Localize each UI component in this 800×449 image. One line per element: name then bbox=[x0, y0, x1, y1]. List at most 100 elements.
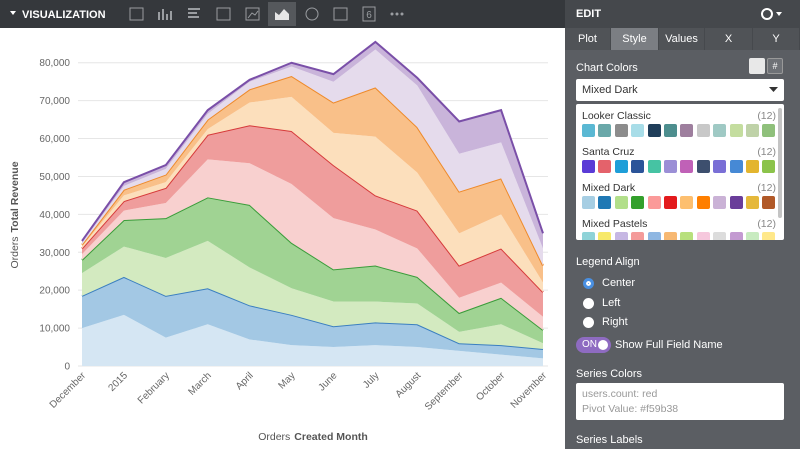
toolbar: VISUALIZATION 6 bbox=[0, 0, 565, 28]
radio[interactable] bbox=[583, 278, 594, 289]
table-icon[interactable] bbox=[129, 7, 144, 21]
radio-label: Right bbox=[602, 316, 628, 328]
single-value-icon[interactable] bbox=[362, 6, 376, 22]
y-axis-label: Orders Total Revenue bbox=[9, 161, 21, 268]
column-icon[interactable] bbox=[158, 9, 172, 20]
tab[interactable]: X bbox=[705, 28, 753, 50]
palette[interactable]: Looker Classic (12) bbox=[580, 110, 776, 146]
swatch bbox=[647, 232, 661, 240]
radio-label: Center bbox=[602, 277, 636, 289]
swatch bbox=[614, 124, 628, 137]
swatch bbox=[631, 124, 645, 137]
swatch bbox=[713, 160, 727, 173]
area bbox=[82, 125, 543, 317]
swatch bbox=[746, 124, 759, 137]
y-axis-field: Total Revenue bbox=[9, 161, 21, 232]
edit-panel: EDIT Chart Colors # Mixed Dark Looker Cl… bbox=[565, 0, 800, 449]
swatch bbox=[680, 232, 694, 240]
y-tick-label: 0 bbox=[64, 362, 70, 373]
gear-caret bbox=[776, 12, 782, 16]
palette-count: (12) bbox=[757, 218, 776, 230]
x-axis-field: Created Month bbox=[294, 431, 368, 443]
x-axis-label: Orders Created Month bbox=[258, 431, 368, 443]
tab[interactable]: Y bbox=[753, 28, 800, 50]
swatch bbox=[582, 232, 595, 240]
tab[interactable]: Style bbox=[611, 28, 659, 50]
toolbar-title: VISUALIZATION bbox=[22, 9, 106, 21]
y-tick-label: 50,000 bbox=[39, 172, 70, 183]
chart-colors-label: Chart Colors bbox=[576, 62, 638, 74]
swatch bbox=[762, 196, 776, 209]
palette-count: (12) bbox=[757, 182, 776, 194]
toggle[interactable]: ON bbox=[576, 337, 611, 353]
x-tick-label: February bbox=[136, 370, 172, 406]
swatch bbox=[696, 160, 710, 173]
swatch bbox=[631, 160, 645, 173]
swatch bbox=[746, 196, 759, 209]
x-tick-label: 2015 bbox=[107, 370, 131, 394]
swatch bbox=[582, 124, 595, 137]
collapse-caret[interactable] bbox=[10, 11, 16, 15]
pie-icon[interactable] bbox=[305, 7, 319, 21]
x-tick-label: November bbox=[509, 370, 550, 411]
palette-name: Mixed Dark bbox=[582, 182, 636, 194]
swatch bbox=[713, 232, 727, 240]
area-line bbox=[81, 275, 544, 350]
placeholder-line: users.count: red bbox=[582, 388, 658, 400]
radio[interactable] bbox=[583, 317, 594, 328]
palette[interactable]: Mixed Pastels (12) bbox=[580, 218, 776, 240]
palette-count: (12) bbox=[757, 146, 776, 158]
grid-view-button[interactable] bbox=[749, 58, 765, 74]
swatch bbox=[614, 160, 628, 173]
swatch bbox=[598, 160, 612, 173]
x-tick-label: December bbox=[48, 370, 89, 411]
swatch bbox=[614, 196, 628, 209]
more-dot[interactable] bbox=[390, 12, 394, 16]
more-dot[interactable] bbox=[395, 12, 399, 16]
swatch bbox=[680, 124, 694, 137]
area bbox=[82, 240, 543, 349]
palette-dropdown[interactable]: Mixed Dark bbox=[576, 79, 784, 101]
area bbox=[82, 49, 543, 266]
swatch bbox=[647, 124, 661, 137]
hex-view-button[interactable]: # bbox=[767, 58, 783, 74]
y-tick-label: 40,000 bbox=[39, 210, 70, 221]
palette-list: Looker Classic (12) Santa Cruz (12) Mixed Da… bbox=[576, 104, 784, 240]
x-tick-label: October bbox=[474, 370, 507, 403]
area bbox=[82, 314, 543, 366]
toggle-knob bbox=[598, 340, 608, 350]
scrollbar[interactable] bbox=[778, 108, 782, 218]
x-axis-view: Orders bbox=[258, 431, 290, 443]
area-icon[interactable] bbox=[275, 9, 289, 20]
swatch bbox=[762, 160, 776, 173]
series-colors-input[interactable]: users.count: red Pivot Value: #f59b38 bbox=[576, 383, 784, 420]
palette-name: Mixed Pastels bbox=[582, 218, 648, 230]
swatch bbox=[713, 196, 727, 209]
tab[interactable]: Values bbox=[659, 28, 705, 50]
full-field-name-label: Show Full Field Name bbox=[615, 339, 723, 351]
scatter-icon[interactable] bbox=[216, 7, 231, 21]
swatch bbox=[598, 196, 612, 209]
area bbox=[82, 197, 543, 344]
x-tick-label: March bbox=[186, 370, 213, 397]
y-tick-label: 20,000 bbox=[39, 286, 70, 297]
dropdown-caret bbox=[769, 87, 778, 92]
radio[interactable] bbox=[583, 297, 594, 309]
swatch bbox=[631, 232, 645, 240]
palette[interactable]: Mixed Dark (12) bbox=[580, 182, 776, 218]
caret bbox=[769, 87, 778, 92]
tab[interactable]: Plot bbox=[565, 28, 611, 50]
x-tick-label: June bbox=[316, 370, 339, 393]
map-icon[interactable] bbox=[333, 7, 348, 21]
single-value-icon-text: 6 bbox=[366, 10, 372, 21]
more-dot[interactable] bbox=[400, 12, 404, 16]
area bbox=[82, 41, 543, 249]
palette-name: Santa Cruz bbox=[582, 146, 635, 158]
radio-label: Left bbox=[602, 296, 621, 309]
palette[interactable]: Santa Cruz (12) bbox=[580, 146, 776, 182]
legend-align-label: Legend Align bbox=[576, 256, 640, 268]
settings-gear[interactable] bbox=[760, 6, 790, 22]
bar-icon[interactable] bbox=[188, 8, 200, 18]
line-icon[interactable] bbox=[245, 7, 260, 21]
